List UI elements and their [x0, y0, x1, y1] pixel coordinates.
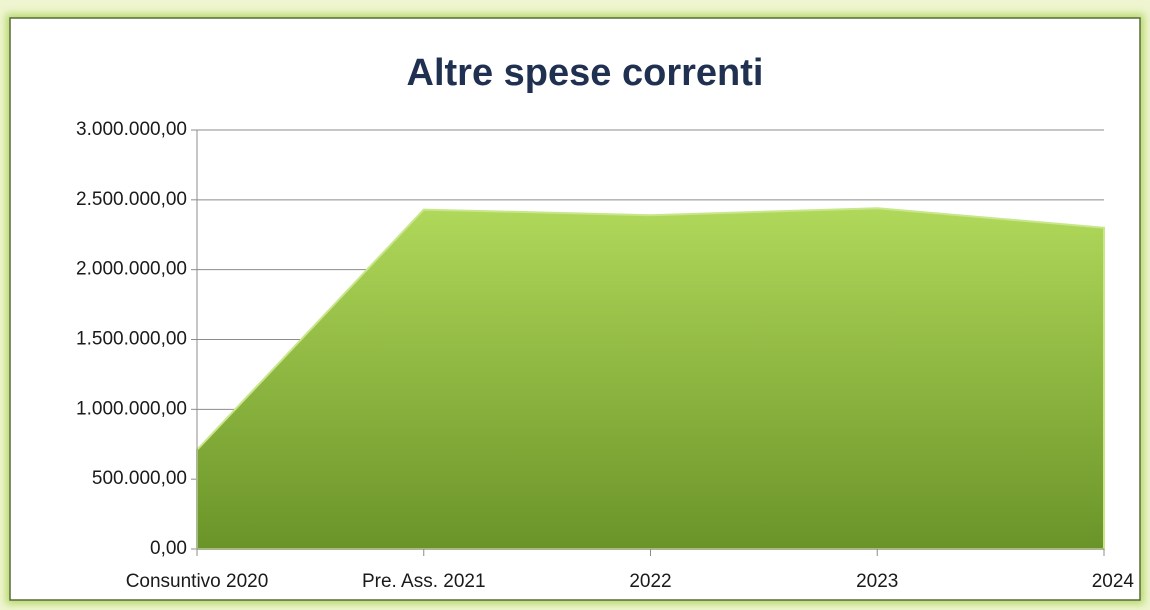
x-tick-label: 2023 [856, 571, 898, 592]
y-tick-label: 2.500.000,00 [76, 189, 187, 210]
chart-title: Altre spese correnti [407, 52, 764, 94]
y-tick-label: 500.000,00 [92, 468, 187, 489]
y-tick-label: 0,00 [150, 538, 187, 559]
x-tick-label: Pre. Ass. 2021 [362, 571, 486, 592]
y-tick-label: 3.000.000,00 [76, 119, 187, 140]
x-tick-label: 2024 [1092, 571, 1135, 592]
y-tick-label: 2.000.000,00 [76, 259, 187, 280]
area [196, 207, 1105, 550]
x-tick-label: 2022 [629, 571, 671, 592]
y-tick-label: 1.000.000,00 [76, 398, 187, 419]
y-tick-label: 1.500.000,00 [76, 329, 187, 350]
x-tick-label: Consuntivo 2020 [126, 571, 269, 592]
